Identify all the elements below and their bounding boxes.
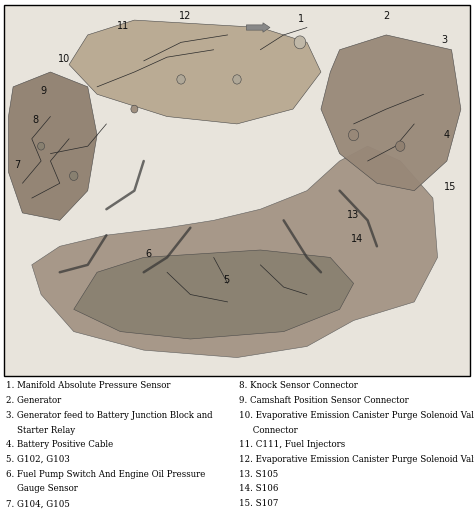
Text: 12: 12 bbox=[179, 12, 191, 22]
Text: 9. Camshaft Position Sensor Connector: 9. Camshaft Position Sensor Connector bbox=[239, 396, 409, 405]
Text: 7: 7 bbox=[14, 160, 20, 170]
Text: 10. Evaporative Emission Canister Purge Solenoid Valve: 10. Evaporative Emission Canister Purge … bbox=[239, 411, 474, 420]
Text: 1. Manifold Absolute Pressure Sensor: 1. Manifold Absolute Pressure Sensor bbox=[6, 381, 170, 390]
Text: 13: 13 bbox=[346, 210, 359, 220]
Polygon shape bbox=[321, 35, 461, 191]
Circle shape bbox=[396, 141, 405, 151]
Text: 15: 15 bbox=[445, 182, 457, 192]
Polygon shape bbox=[69, 20, 321, 124]
Text: 9: 9 bbox=[40, 86, 46, 96]
Text: 4. Battery Positive Cable: 4. Battery Positive Cable bbox=[6, 440, 113, 449]
Circle shape bbox=[70, 171, 78, 180]
Circle shape bbox=[177, 75, 185, 84]
Text: Connector: Connector bbox=[239, 426, 298, 434]
Text: 10: 10 bbox=[58, 54, 71, 64]
Circle shape bbox=[37, 143, 45, 150]
Text: 13. S105: 13. S105 bbox=[239, 470, 279, 479]
Circle shape bbox=[294, 36, 306, 49]
Text: 2: 2 bbox=[383, 11, 389, 21]
Text: 11. C111, Fuel Injectors: 11. C111, Fuel Injectors bbox=[239, 440, 346, 449]
Text: 3: 3 bbox=[441, 35, 447, 45]
Text: 15. S107: 15. S107 bbox=[239, 499, 279, 508]
Text: 14. S106: 14. S106 bbox=[239, 484, 279, 493]
FancyArrow shape bbox=[246, 23, 270, 32]
Polygon shape bbox=[9, 72, 97, 220]
Text: 4: 4 bbox=[444, 130, 450, 140]
Text: 8: 8 bbox=[32, 115, 38, 125]
Circle shape bbox=[131, 105, 138, 113]
Text: 5: 5 bbox=[224, 275, 230, 285]
Text: 3. Generator feed to Battery Junction Block and: 3. Generator feed to Battery Junction Bl… bbox=[6, 411, 212, 420]
Text: 7. G104, G105: 7. G104, G105 bbox=[6, 499, 70, 508]
Text: 14: 14 bbox=[351, 234, 364, 244]
Text: 6: 6 bbox=[146, 249, 152, 259]
Text: 8. Knock Sensor Connector: 8. Knock Sensor Connector bbox=[239, 381, 358, 390]
Polygon shape bbox=[32, 146, 438, 358]
Text: 1: 1 bbox=[298, 14, 304, 24]
Text: Starter Relay: Starter Relay bbox=[6, 426, 75, 434]
Text: Gauge Sensor: Gauge Sensor bbox=[6, 484, 78, 493]
Text: 12. Evaporative Emission Canister Purge Solenoid Valve: 12. Evaporative Emission Canister Purge … bbox=[239, 455, 474, 464]
Circle shape bbox=[348, 129, 359, 141]
Bar bbox=[4, 5, 470, 376]
Text: 5. G102, G103: 5. G102, G103 bbox=[6, 455, 69, 464]
Polygon shape bbox=[74, 250, 354, 339]
Text: 6. Fuel Pump Switch And Engine Oil Pressure: 6. Fuel Pump Switch And Engine Oil Press… bbox=[6, 470, 205, 479]
Text: 11: 11 bbox=[117, 21, 129, 31]
Circle shape bbox=[233, 75, 241, 84]
Text: 2. Generator: 2. Generator bbox=[6, 396, 61, 405]
